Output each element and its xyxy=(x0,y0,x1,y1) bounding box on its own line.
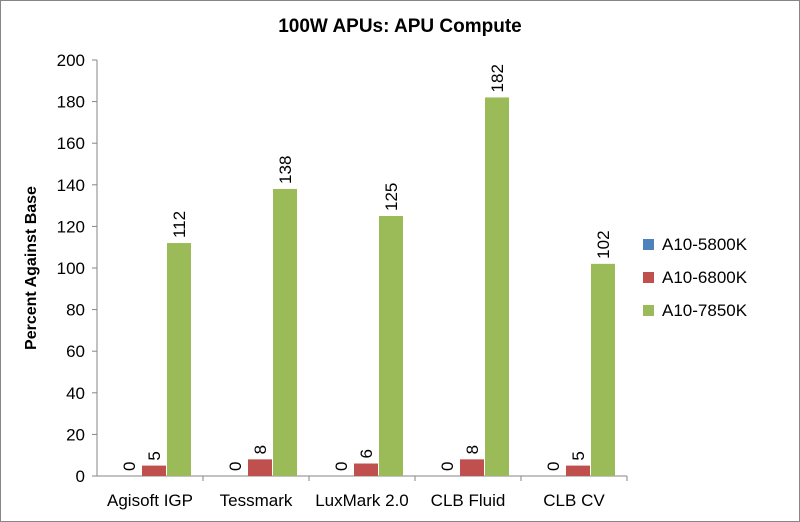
data-label: 182 xyxy=(488,64,507,92)
bar-a10-7850k xyxy=(273,188,297,476)
y-tick-label: 40 xyxy=(66,384,85,403)
data-label: 138 xyxy=(276,156,295,184)
data-label: 112 xyxy=(170,211,189,238)
x-tick-label: LuxMark 2.0 xyxy=(315,491,409,510)
data-label: 0 xyxy=(332,462,351,471)
x-tick-label: CLB Fluid xyxy=(431,491,506,510)
legend-swatch xyxy=(643,305,654,316)
bar-a10-6800k xyxy=(142,465,166,476)
bar-a10-7850k xyxy=(485,97,509,476)
bar-a10-6800k xyxy=(354,463,378,476)
legend-label: A10-5800K xyxy=(662,235,748,254)
legend-label: A10-6800K xyxy=(662,268,748,287)
y-tick-label: 100 xyxy=(57,259,85,278)
data-label: 5 xyxy=(569,451,588,460)
y-tick-label: 140 xyxy=(57,176,85,195)
y-tick-label: 20 xyxy=(66,425,85,444)
x-tick-label: Tessmark xyxy=(220,491,293,510)
y-tick-label: 120 xyxy=(57,217,85,236)
data-label: 125 xyxy=(382,183,401,211)
x-tick-label: Agisoft IGP xyxy=(107,491,193,510)
data-label: 0 xyxy=(226,462,245,471)
chart-title: 100W APUs: APU Compute xyxy=(278,16,522,37)
bar-a10-6800k xyxy=(248,459,272,476)
data-label: 0 xyxy=(438,462,457,471)
x-tick-label: CLB CV xyxy=(543,491,605,510)
y-tick-label: 60 xyxy=(66,342,85,361)
y-tick-label: 180 xyxy=(57,93,85,112)
y-tick-label: 160 xyxy=(57,134,85,153)
bar-a10-7850k xyxy=(591,263,615,476)
data-label: 0 xyxy=(544,462,563,471)
y-tick-label: 80 xyxy=(66,301,85,320)
bar-a10-6800k xyxy=(566,465,590,476)
y-axis-label: Percent Against Base xyxy=(23,186,40,350)
bar-a10-7850k xyxy=(379,216,403,476)
data-label: 5 xyxy=(145,451,164,460)
bar-a10-7850k xyxy=(167,243,191,476)
data-label: 8 xyxy=(463,445,482,454)
legend-swatch xyxy=(643,239,654,250)
bar-a10-6800k xyxy=(460,459,484,476)
data-label: 0 xyxy=(120,462,139,471)
data-label: 8 xyxy=(251,445,270,454)
data-label: 102 xyxy=(594,230,613,258)
legend-swatch xyxy=(643,272,654,283)
legend-label: A10-7850K xyxy=(662,301,748,320)
y-tick-label: 200 xyxy=(57,51,85,70)
y-tick-label: 0 xyxy=(76,467,85,486)
data-label: 6 xyxy=(357,449,376,458)
